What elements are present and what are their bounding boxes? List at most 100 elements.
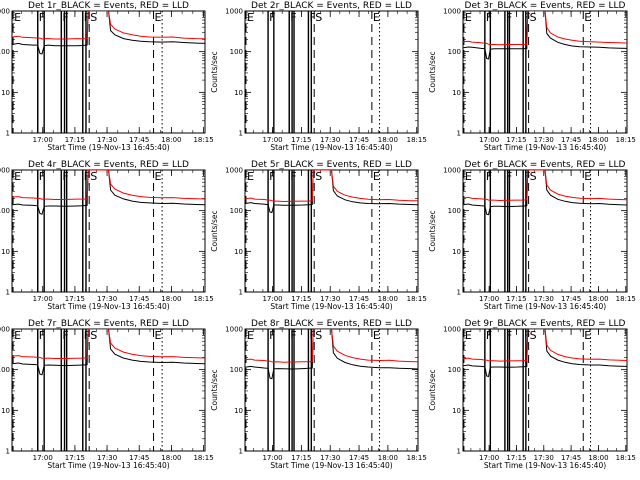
event-marker-label: F — [84, 11, 90, 24]
event-marker-label: F — [62, 329, 68, 342]
event-marker-label: E — [465, 329, 472, 342]
y-axis-label: Counts/sec — [210, 369, 219, 410]
y-tick-label: 1 — [239, 289, 243, 297]
y-tick-label: 10 — [234, 248, 243, 256]
y-axis-label: Counts/sec — [210, 51, 219, 92]
x-axis-label: Start Time (19-Nov-13 16:45:40) — [484, 302, 606, 311]
x-tick-label: 17:15 — [291, 136, 311, 144]
panel-title: Det 6r_BLACK = Events, RED = LLD — [465, 160, 626, 170]
x-tick-label: 18:00 — [588, 136, 608, 144]
x-tick-label: 18:00 — [378, 295, 398, 303]
event-marker-label: E — [155, 170, 162, 183]
y-tick-label: 100 — [230, 207, 243, 215]
y-tick-label: 1000 — [225, 326, 243, 334]
y-tick-label: 100 — [0, 366, 10, 374]
event-marker-label: S — [315, 11, 322, 24]
panel-title: Det 2r_BLACK = Events, RED = LLD — [251, 1, 412, 11]
x-tick-label: 17:45 — [561, 295, 581, 303]
x-tick-label: 17:00 — [33, 454, 53, 462]
event-marker-label: S — [90, 329, 97, 342]
y-tick-label: 100 — [448, 207, 461, 215]
y-tick-label: 10 — [452, 248, 461, 256]
event-marker-label: F — [506, 170, 512, 183]
lld-series-line — [245, 329, 418, 363]
event-marker-label: S — [90, 11, 97, 24]
event-marker-label: E — [584, 11, 591, 24]
y-tick-label: 1 — [6, 130, 10, 138]
x-tick-label: 17:45 — [129, 454, 149, 462]
panel-title: Det 1r_BLACK = Events, RED = LLD — [28, 1, 189, 11]
lld-series-line — [463, 170, 627, 202]
x-tick-label: 17:30 — [534, 454, 554, 462]
event-marker-label: E — [465, 170, 472, 183]
x-tick-label: 17:45 — [561, 454, 581, 462]
event-marker-label: E — [373, 329, 380, 342]
x-tick-label: 17:15 — [65, 295, 85, 303]
event-marker-label: F — [62, 11, 68, 24]
y-tick-label: 10 — [1, 407, 10, 415]
y-tick-label: 10 — [1, 248, 10, 256]
event-marker-label: E — [373, 170, 380, 183]
y-tick-label: 100 — [0, 207, 10, 215]
event-marker-label: F — [290, 329, 296, 342]
y-tick-label: 1 — [239, 448, 243, 456]
x-axis-label: Start Time (19-Nov-13 16:45:40) — [47, 302, 169, 311]
event-marker-label: E — [584, 170, 591, 183]
detector-panel-5: Det 5r_BLACK = Events, RED = LLD 1 10 100 10… — [210, 160, 427, 311]
event-marker-label: F — [486, 11, 492, 24]
event-marker-label: F — [39, 11, 45, 24]
x-tick-label: 17:15 — [506, 454, 526, 462]
y-axis-label: Counts/sec — [428, 210, 437, 251]
x-tick-label: 18:15 — [407, 454, 427, 462]
detector-panel-8: Det 8r_BLACK = Events, RED = LLD 1 10 100 10… — [210, 319, 427, 470]
lld-series-line — [12, 329, 205, 359]
event-marker-label: F — [269, 11, 275, 24]
x-tick-label: 18:00 — [588, 295, 608, 303]
y-tick-label: 10 — [1, 89, 10, 97]
x-tick-label: 17:00 — [262, 454, 282, 462]
panel-title: Det 4r_BLACK = Events, RED = LLD — [28, 160, 189, 170]
y-tick-label: 100 — [448, 48, 461, 56]
x-tick-label: 18:00 — [161, 454, 181, 462]
y-axis-label: Counts/sec — [210, 210, 219, 251]
event-marker-label: E — [247, 170, 254, 183]
y-axis-label: Counts/sec — [428, 51, 437, 92]
event-marker-label: E — [247, 329, 254, 342]
event-marker-label: F — [269, 329, 275, 342]
y-tick-label: 1000 — [0, 8, 10, 16]
x-tick-label: 17:15 — [291, 295, 311, 303]
y-tick-label: 10 — [452, 407, 461, 415]
x-axis-label: Start Time (19-Nov-13 16:45:40) — [270, 461, 392, 470]
panel-title: Det 7r_BLACK = Events, RED = LLD — [28, 319, 189, 329]
y-tick-label: 1000 — [0, 167, 10, 175]
event-marker-label: S — [530, 329, 537, 342]
x-tick-label: 17:00 — [262, 136, 282, 144]
panel-title: Det 9r_BLACK = Events, RED = LLD — [465, 319, 626, 329]
event-marker-label: F — [39, 329, 45, 342]
detector-panel-7: Det 7r_BLACK = Events, RED = LLD 1 10 100 10… — [0, 319, 214, 470]
x-tick-label: 17:30 — [320, 454, 340, 462]
x-tick-label: 17:45 — [349, 454, 369, 462]
x-tick-label: 18:15 — [616, 295, 636, 303]
panel-title: Det 3r_BLACK = Events, RED = LLD — [465, 1, 626, 11]
event-marker-label: E — [247, 11, 254, 24]
x-axis-label: Start Time (19-Nov-13 16:45:40) — [47, 143, 169, 152]
y-tick-label: 10 — [452, 89, 461, 97]
x-axis-label: Start Time (19-Nov-13 16:45:40) — [47, 461, 169, 470]
x-tick-label: 18:00 — [588, 454, 608, 462]
event-marker-label: F — [506, 329, 512, 342]
x-tick-label: 18:00 — [161, 136, 181, 144]
event-marker-label: F — [62, 170, 68, 183]
x-tick-label: 18:15 — [407, 295, 427, 303]
detector-panel-6: Det 6r_BLACK = Events, RED = LLD 1 10 100 10… — [428, 160, 636, 311]
x-tick-label: 17:45 — [129, 295, 149, 303]
y-tick-label: 1 — [457, 289, 461, 297]
y-tick-label: 1000 — [225, 167, 243, 175]
event-marker-label: E — [14, 329, 21, 342]
event-marker-label: E — [155, 11, 162, 24]
y-tick-label: 1000 — [443, 326, 461, 334]
event-marker-label: S — [315, 170, 322, 183]
x-tick-label: 17:30 — [97, 295, 117, 303]
event-marker-label: E — [584, 329, 591, 342]
x-axis-label: Start Time (19-Nov-13 16:45:40) — [484, 461, 606, 470]
